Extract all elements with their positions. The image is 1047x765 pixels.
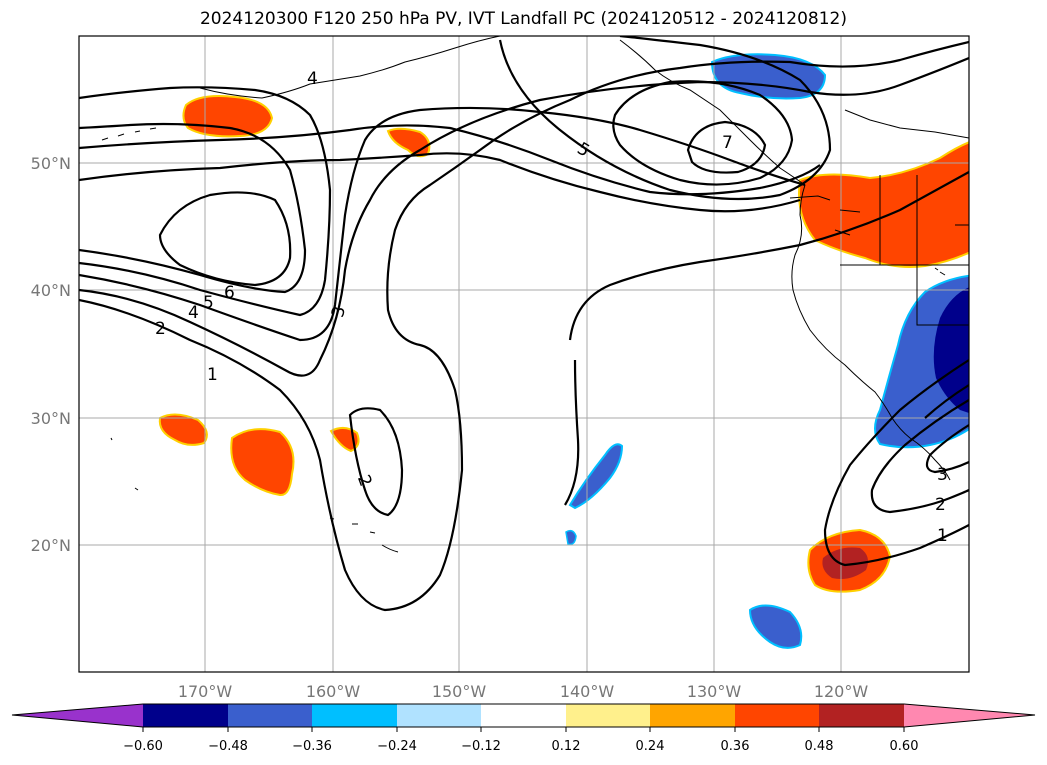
colorbar-tick-label: 0.36 [721, 739, 750, 754]
lon-label: 160°W [306, 682, 361, 701]
pv-contours [79, 36, 969, 612]
colorbar-tick-label: 0.48 [805, 739, 834, 754]
colorbar-tick-label: −0.60 [123, 739, 163, 754]
colorbar-extend-low [12, 704, 143, 727]
strong-positive-anomaly [822, 547, 868, 579]
colorbar-segment [566, 704, 650, 727]
contour-label: 2 [935, 495, 946, 515]
pv-contour-11 [686, 120, 767, 174]
positive-anomaly-blob [230, 428, 295, 497]
colorbar-tick-label: −0.24 [377, 739, 417, 754]
lon-label: 150°W [432, 682, 487, 701]
contour-label: 6 [224, 283, 235, 303]
negative-anomaly-blob [565, 529, 577, 546]
lon-label: 130°W [687, 682, 742, 701]
contour-label: 7 [722, 133, 733, 153]
lat-label: 50°N [31, 154, 71, 173]
contour-label: 1 [937, 526, 948, 546]
graticule [79, 36, 969, 672]
colorbar-segment [397, 704, 481, 727]
pv-contour-15 [823, 359, 969, 567]
colorbar-tick-label: −0.36 [292, 739, 332, 754]
contour-label: 1 [207, 365, 218, 385]
pv-contour-7 [79, 152, 801, 213]
pv-contour-3 [79, 106, 806, 342]
pv-contour-1 [79, 40, 969, 612]
latitude-labels: 50°N 40°N 30°N 20°N [31, 154, 71, 555]
map-border [78, 35, 970, 673]
pv-contour-16 [870, 399, 969, 514]
pv-contour-9 [498, 36, 832, 201]
pv-contour-13 [564, 359, 580, 506]
lon-label: 140°W [560, 682, 615, 701]
pv-contour-17 [925, 424, 969, 474]
lat-label: 20°N [31, 536, 71, 555]
strong-negative-anomaly [933, 287, 969, 413]
pv-contour-4 [79, 86, 332, 317]
ivt-shading [158, 53, 969, 649]
colorbar-tick-label: −0.12 [461, 739, 501, 754]
pv-contour-8 [79, 124, 821, 196]
contour-label: 4 [307, 69, 318, 89]
pv-contour-14 [348, 407, 404, 517]
colorbar: −0.60 −0.48 −0.36 −0.24 −0.12 0.12 0.24 … [11, 703, 1036, 754]
colorbar-tick-label: 0.12 [552, 739, 581, 754]
positive-anomaly-blob [158, 413, 208, 446]
lat-label: 30°N [31, 409, 71, 428]
lat-label: 40°N [31, 281, 71, 300]
pv-contour-18 [924, 384, 969, 419]
colorbar-tick-label: −0.48 [208, 739, 248, 754]
colorbar-tick-label: 0.24 [636, 739, 665, 754]
contour-label: 3 [328, 304, 350, 320]
contour-label: 3 [937, 465, 948, 485]
pv-contour-5 [79, 122, 307, 294]
contour-label: 4 [188, 303, 199, 323]
lon-label: 120°W [814, 682, 869, 701]
colorbar-segment [481, 704, 566, 727]
colorbar-segment [735, 704, 819, 727]
pv-contour-10 [612, 80, 794, 186]
colorbar-extend-high [904, 704, 1035, 727]
contour-label: 5 [203, 293, 214, 313]
colorbar-tick-label: 0.60 [890, 739, 919, 754]
colorbar-segment [143, 704, 228, 727]
colorbar-segment [228, 704, 312, 727]
coastlines [101, 36, 969, 553]
colorbar-segment [312, 704, 397, 727]
longitude-labels: 170°W 160°W 150°W 140°W 130°W 120°W [178, 682, 869, 701]
map-title: 2024120300 F120 250 hPa PV, IVT Landfall… [199, 9, 847, 29]
lon-label: 170°W [178, 682, 233, 701]
positive-anomaly-blob [182, 95, 274, 138]
pv-contour-6 [158, 191, 292, 287]
colorbar-segment [650, 704, 735, 727]
negative-anomaly-blob [748, 604, 803, 649]
negative-anomaly-blob [568, 443, 624, 510]
pv-contour-12 [568, 171, 969, 341]
contour-label: 2 [155, 319, 166, 339]
colorbar-segment [819, 704, 904, 727]
